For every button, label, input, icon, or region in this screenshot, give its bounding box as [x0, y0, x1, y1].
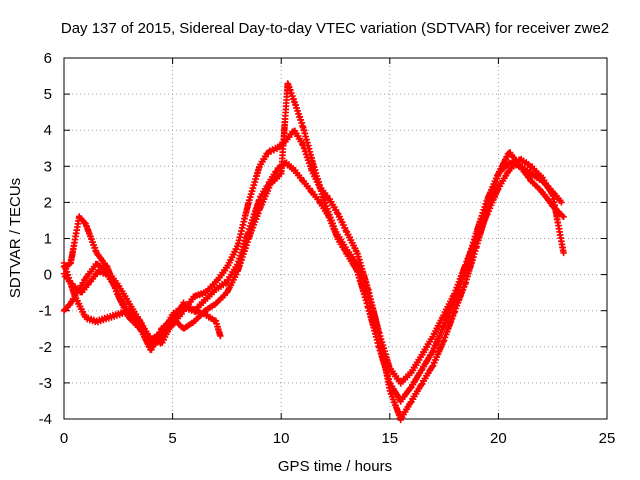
series-track-3: [60, 80, 567, 387]
y-tick-label: 3: [44, 158, 52, 175]
axes: 0 5 10 15 20 25 -4 -3 -2 -1 0 1 2 3 4 5 6: [39, 50, 616, 447]
y-tick-label: -2: [39, 339, 52, 356]
x-tick-label: 10: [273, 430, 290, 447]
x-axis-label: GPS time / hours: [278, 458, 392, 475]
y-tick-label: 0: [44, 267, 52, 284]
y-tick-label: -1: [39, 303, 52, 320]
x-tick-label: 25: [599, 430, 616, 447]
y-tick-label: 1: [44, 231, 52, 248]
scatter-points: [60, 259, 224, 347]
scatter-points: [60, 127, 567, 424]
x-tick-label: 15: [381, 430, 398, 447]
x-tick-label: 5: [168, 430, 176, 447]
x-tick-label: 0: [60, 430, 68, 447]
x-tick-label: 20: [490, 430, 507, 447]
series-track-2: [60, 127, 567, 424]
y-tick-label: 4: [44, 122, 52, 139]
series-track-4: [60, 259, 224, 347]
y-tick-label: -3: [39, 375, 52, 392]
y-tick-label: 6: [44, 50, 52, 67]
chart-title: Day 137 of 2015, Sidereal Day-to-day VTE…: [61, 20, 609, 37]
scatter-points: [60, 80, 567, 387]
y-tick-label: -4: [39, 411, 52, 428]
y-tick-label: 5: [44, 86, 52, 103]
y-axis-label: SDTVAR / TECUs: [7, 178, 24, 298]
data-points: [60, 80, 567, 424]
y-tick-label: 2: [44, 194, 52, 211]
